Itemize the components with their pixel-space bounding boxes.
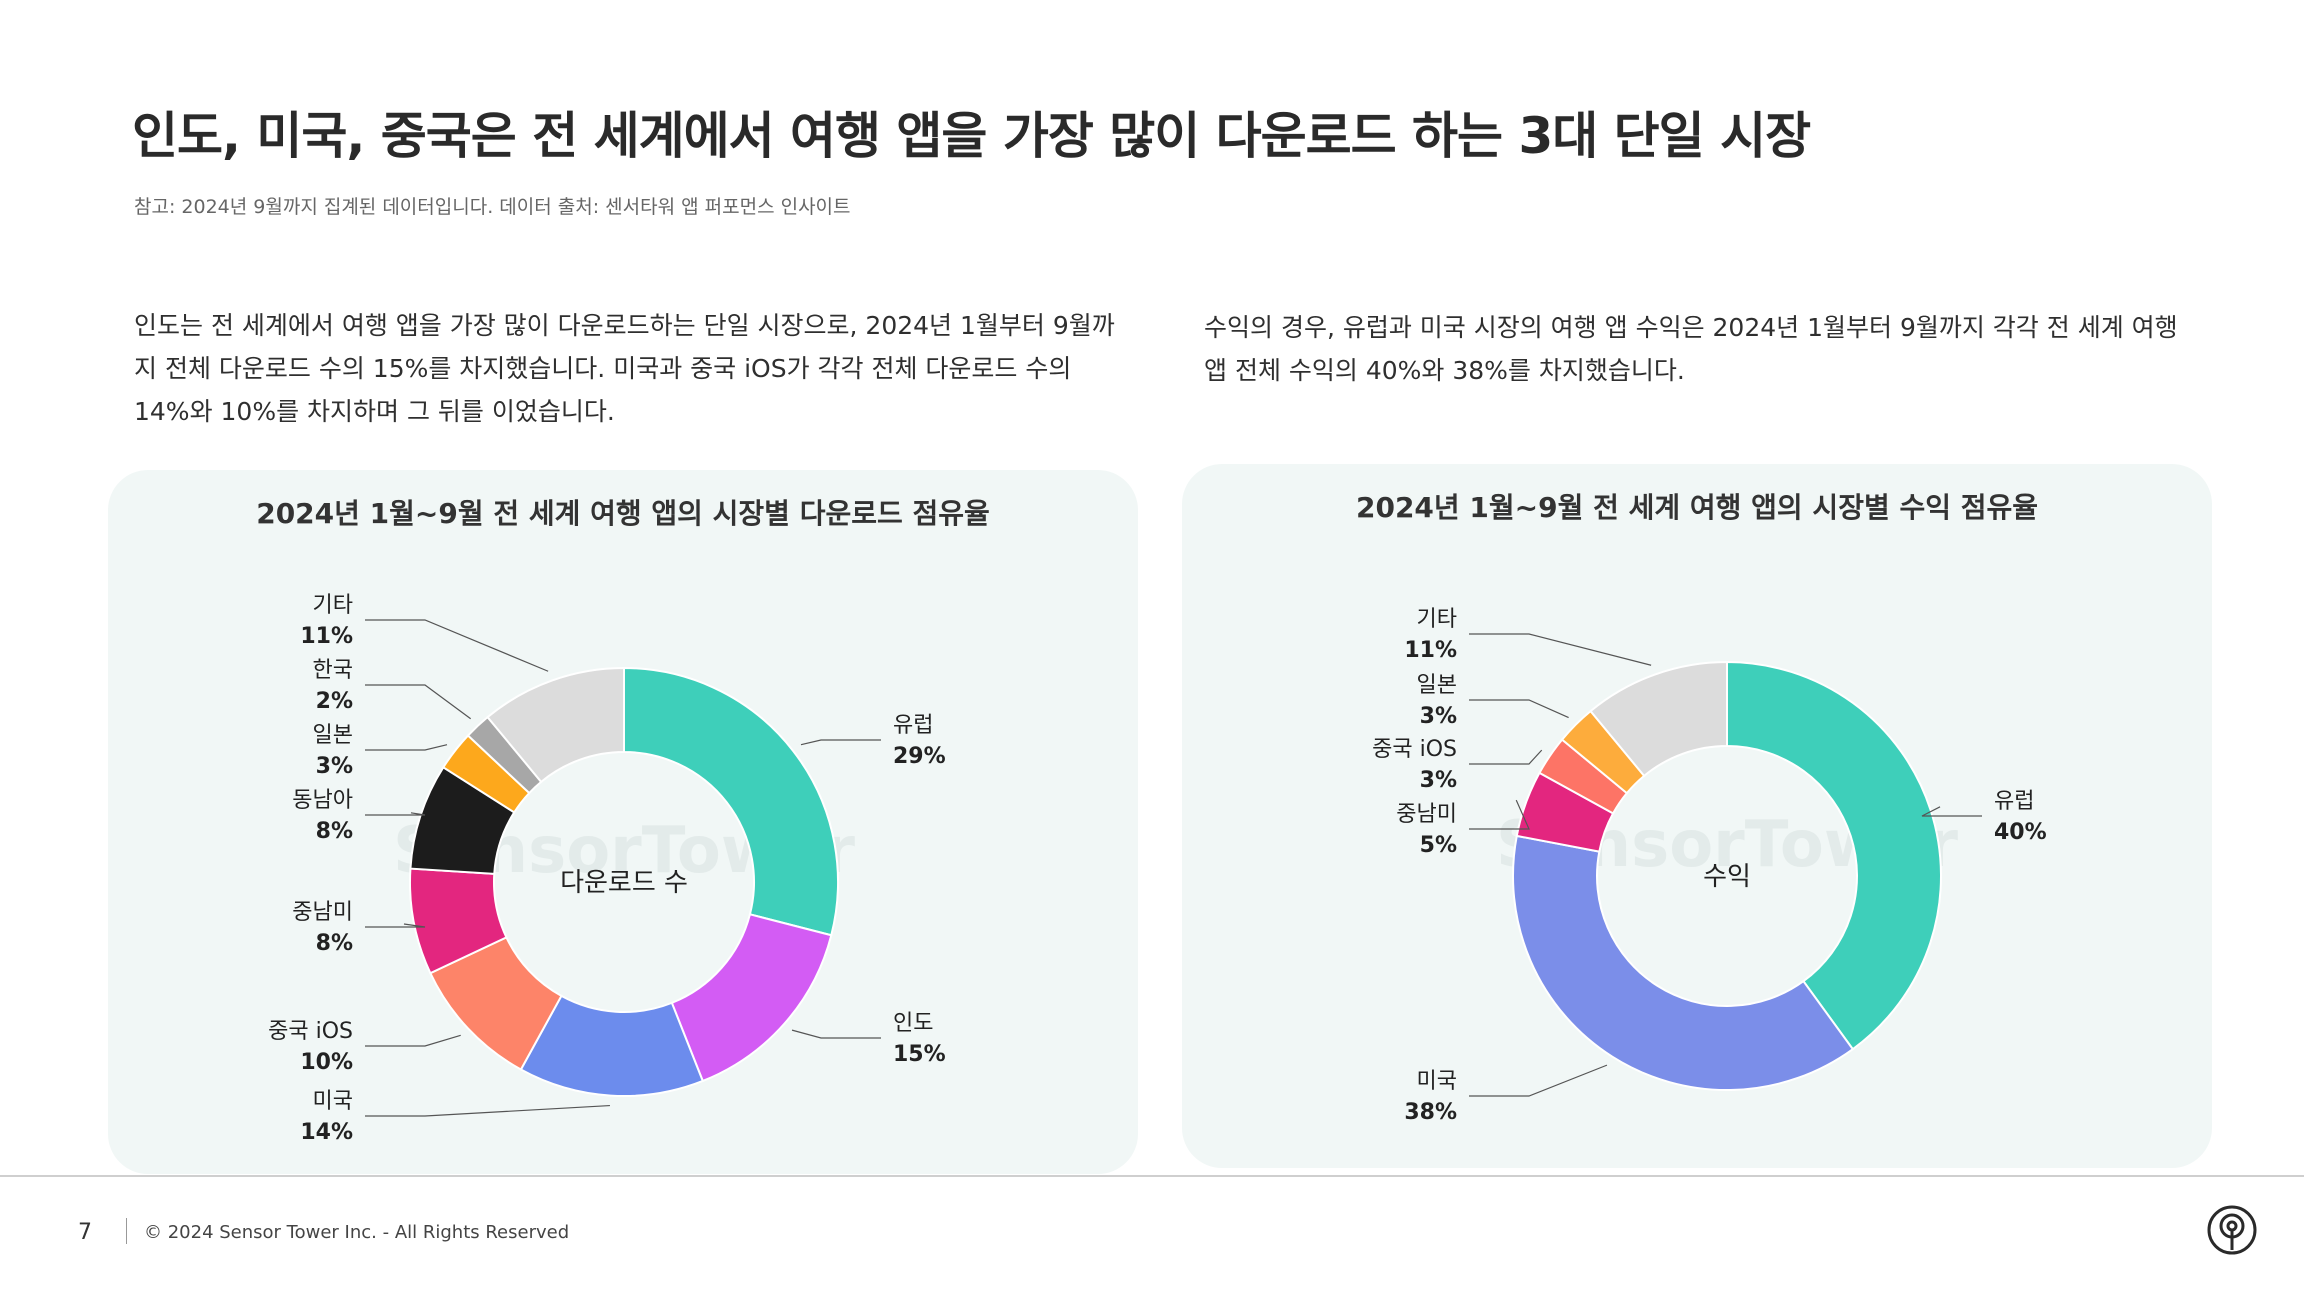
leader-line-기타 xyxy=(365,619,549,672)
leader-line-중국-ios xyxy=(365,1034,461,1047)
slice-label-유럽: 유럽 xyxy=(893,713,933,738)
leader-line-유럽 xyxy=(1921,806,1982,817)
slice-label-중국-ios: 중국 iOS xyxy=(268,1019,353,1044)
slice-미국 xyxy=(1512,834,1855,1091)
copyright-text: © 2024 Sensor Tower Inc. - All Rights Re… xyxy=(144,1222,570,1243)
slice-기타 xyxy=(1589,660,1728,778)
slice-기타 xyxy=(486,666,625,784)
slice-label-미국: 미국 xyxy=(313,1089,353,1114)
slice-value-동남아: 8% xyxy=(316,819,353,844)
slice-value-미국: 38% xyxy=(1404,1100,1457,1125)
slice-label-미국: 미국 xyxy=(1417,1069,1457,1094)
page-number: 7 xyxy=(78,1220,92,1245)
slice-value-기타: 11% xyxy=(300,624,353,649)
revenue-chart-title: 2024년 1월~9월 전 세계 여행 앱의 시장별 수익 점유율 xyxy=(1355,491,2039,524)
slice-label-기타: 기타 xyxy=(313,593,353,618)
slice-label-중남미: 중남미 xyxy=(1396,802,1457,827)
slice-value-인도: 15% xyxy=(893,1042,946,1067)
slice-value-일본: 3% xyxy=(1420,704,1457,729)
slice-label-일본: 일본 xyxy=(1417,673,1457,698)
slice-value-기타: 11% xyxy=(1404,638,1457,663)
footer-divider xyxy=(0,1175,2304,1177)
footer-separator xyxy=(126,1218,127,1244)
downloads-paragraph: 인도는 전 세계에서 여행 앱을 가장 많이 다운로드하는 단일 시장으로, 2… xyxy=(134,311,1115,426)
slice-label-일본: 일본 xyxy=(313,723,353,748)
slice-value-중남미: 8% xyxy=(316,931,353,956)
slice-value-중국-ios: 10% xyxy=(300,1050,353,1075)
leader-line-중국-ios xyxy=(1469,749,1543,765)
leader-line-유럽 xyxy=(800,739,881,746)
slice-label-중국-ios: 중국 iOS xyxy=(1372,737,1457,762)
donut-center-label: 다운로드 수 xyxy=(560,868,688,898)
slice-value-유럽: 29% xyxy=(893,744,946,769)
revenue-paragraph: 수익의 경우, 유럽과 미국 시장의 여행 앱 수익은 2024년 1월부터 9… xyxy=(1204,313,2178,385)
slice-label-인도: 인도 xyxy=(893,1011,933,1036)
leader-line-일본 xyxy=(365,744,448,751)
slice-label-한국: 한국 xyxy=(313,658,353,683)
page-title: 인도, 미국, 중국은 전 세계에서 여행 앱을 가장 많이 다운로드 하는 3… xyxy=(132,107,1811,165)
leader-line-미국 xyxy=(365,1104,610,1117)
leader-line-중남미 xyxy=(1469,799,1530,830)
revenue-chart-panel: 2024년 1월~9월 전 세계 여행 앱의 시장별 수익 점유율 Sensor… xyxy=(1182,464,2212,1168)
slice-value-일본: 3% xyxy=(316,754,353,779)
leader-line-일본 xyxy=(1469,699,1569,719)
downloads-chart-title: 2024년 1월~9월 전 세계 여행 앱의 시장별 다운로드 점유율 xyxy=(256,497,990,530)
leader-line-중남미 xyxy=(365,923,426,928)
source-note: 참고: 2024년 9월까지 집계된 데이터입니다. 데이터 출처: 센서타워 … xyxy=(134,196,851,218)
leader-line-한국 xyxy=(365,684,472,720)
downloads-chart-panel: 2024년 1월~9월 전 세계 여행 앱의 시장별 다운로드 점유율 Sens… xyxy=(108,470,1138,1174)
sensor-tower-logo-icon xyxy=(2207,1205,2257,1255)
slice-label-동남아: 동남아 xyxy=(292,788,353,813)
slice-유럽 xyxy=(1726,660,1942,1051)
leader-line-동남아 xyxy=(365,812,426,816)
slice-label-유럽: 유럽 xyxy=(1994,789,2034,814)
slice-인도 xyxy=(670,913,833,1083)
slice-value-중남미: 5% xyxy=(1420,833,1457,858)
slice-value-유럽: 40% xyxy=(1994,820,2047,845)
slice-value-중국-ios: 3% xyxy=(1420,768,1457,793)
slice-유럽 xyxy=(623,666,839,937)
slice-value-한국: 2% xyxy=(316,689,353,714)
slice-label-중남미: 중남미 xyxy=(292,900,353,925)
leader-line-기타 xyxy=(1469,633,1652,666)
slice-value-미국: 14% xyxy=(300,1120,353,1145)
leader-line-인도 xyxy=(791,1029,881,1039)
leader-line-미국 xyxy=(1469,1064,1608,1097)
donut-center-label: 수익 xyxy=(1703,862,1751,892)
slice-label-기타: 기타 xyxy=(1417,607,1457,632)
